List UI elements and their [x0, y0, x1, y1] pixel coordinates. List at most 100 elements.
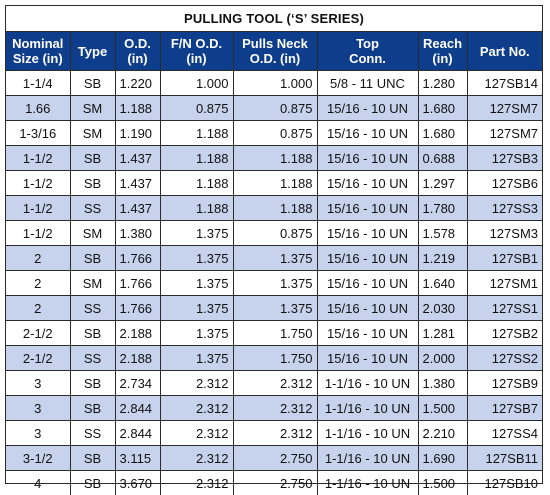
cell-type: SB	[70, 171, 115, 196]
cell-part-no: 127SB1	[467, 246, 542, 271]
cell-nominal-size: 3-1/2	[6, 446, 70, 471]
cell-fn-od: 2.312	[160, 471, 233, 495]
cell-fn-od: 1.375	[160, 246, 233, 271]
cell-top-conn: 1-1/16 - 10 UN	[317, 396, 418, 421]
cell-nominal-size: 3	[6, 371, 70, 396]
cell-fn-od: 1.375	[160, 346, 233, 371]
cell-type: SS	[70, 421, 115, 446]
cell-reach: 1.380	[418, 371, 467, 396]
cell-type: SS	[70, 346, 115, 371]
cell-top-conn: 1-1/16 - 10 UN	[317, 371, 418, 396]
cell-type: SB	[70, 446, 115, 471]
cell-pulls-neck-od: 1.750	[233, 346, 317, 371]
cell-nominal-size: 4	[6, 471, 70, 495]
cell-top-conn: 15/16 - 10 UN	[317, 246, 418, 271]
cell-part-no: 127SB10	[467, 471, 542, 495]
cell-part-no: 127SS2	[467, 346, 542, 371]
cell-fn-od: 1.375	[160, 321, 233, 346]
cell-fn-od: 2.312	[160, 396, 233, 421]
column-header-fn-od: F/N O.D.(in)	[160, 32, 233, 71]
cell-type: SM	[70, 271, 115, 296]
cell-fn-od: 1.375	[160, 271, 233, 296]
cell-nominal-size: 1.66	[6, 96, 70, 121]
cell-reach: 1.640	[418, 271, 467, 296]
cell-top-conn: 15/16 - 10 UN	[317, 121, 418, 146]
cell-part-no: 127SB6	[467, 171, 542, 196]
cell-pulls-neck-od: 0.875	[233, 96, 317, 121]
cell-type: SB	[70, 396, 115, 421]
cell-fn-od: 0.875	[160, 96, 233, 121]
cell-part-no: 127SS1	[467, 296, 542, 321]
cell-type: SM	[70, 121, 115, 146]
cell-part-no: 127SM7	[467, 121, 542, 146]
cell-od: 1.437	[115, 171, 160, 196]
cell-reach: 1.690	[418, 446, 467, 471]
cell-pulls-neck-od: 0.875	[233, 121, 317, 146]
cell-part-no: 127SM1	[467, 271, 542, 296]
column-header-reach: Reach(in)	[418, 32, 467, 71]
cell-pulls-neck-od: 0.875	[233, 221, 317, 246]
cell-fn-od: 2.312	[160, 446, 233, 471]
cell-od: 1.766	[115, 271, 160, 296]
cell-top-conn: 1-1/16 - 10 UN	[317, 421, 418, 446]
cell-part-no: 127SB9	[467, 371, 542, 396]
cell-top-conn: 15/16 - 10 UN	[317, 221, 418, 246]
cell-type: SM	[70, 96, 115, 121]
cell-nominal-size: 1-1/2	[6, 196, 70, 221]
cell-pulls-neck-od: 2.312	[233, 396, 317, 421]
cell-od: 1.437	[115, 196, 160, 221]
cell-nominal-size: 1-1/2	[6, 221, 70, 246]
cell-reach: 1.680	[418, 121, 467, 146]
cell-part-no: 127SB3	[467, 146, 542, 171]
cell-type: SB	[70, 146, 115, 171]
cell-od: 1.766	[115, 296, 160, 321]
cell-fn-od: 2.312	[160, 421, 233, 446]
cell-top-conn: 15/16 - 10 UN	[317, 171, 418, 196]
cell-pulls-neck-od: 2.312	[233, 371, 317, 396]
cell-fn-od: 1.188	[160, 196, 233, 221]
cell-reach: 2.210	[418, 421, 467, 446]
cell-reach: 1.680	[418, 96, 467, 121]
cell-od: 1.188	[115, 96, 160, 121]
cell-top-conn: 15/16 - 10 UN	[317, 196, 418, 221]
cell-nominal-size: 1-1/2	[6, 171, 70, 196]
cell-fn-od: 1.375	[160, 296, 233, 321]
cell-pulls-neck-od: 1.188	[233, 196, 317, 221]
cell-od: 2.734	[115, 371, 160, 396]
cell-nominal-size: 1-1/2	[6, 146, 70, 171]
cell-top-conn: 1-1/16 - 10 UN	[317, 471, 418, 495]
cell-nominal-size: 1-1/4	[6, 71, 70, 96]
cell-type: SB	[70, 371, 115, 396]
cell-nominal-size: 3	[6, 396, 70, 421]
cell-top-conn: 15/16 - 10 UN	[317, 296, 418, 321]
cell-od: 1.766	[115, 246, 160, 271]
cell-reach: 1.780	[418, 196, 467, 221]
cell-od: 2.844	[115, 396, 160, 421]
cell-pulls-neck-od: 2.750	[233, 446, 317, 471]
cell-fn-od: 1.188	[160, 171, 233, 196]
cell-pulls-neck-od: 1.375	[233, 296, 317, 321]
cell-od: 1.190	[115, 121, 160, 146]
cell-nominal-size: 2	[6, 296, 70, 321]
cell-od: 3.670	[115, 471, 160, 495]
